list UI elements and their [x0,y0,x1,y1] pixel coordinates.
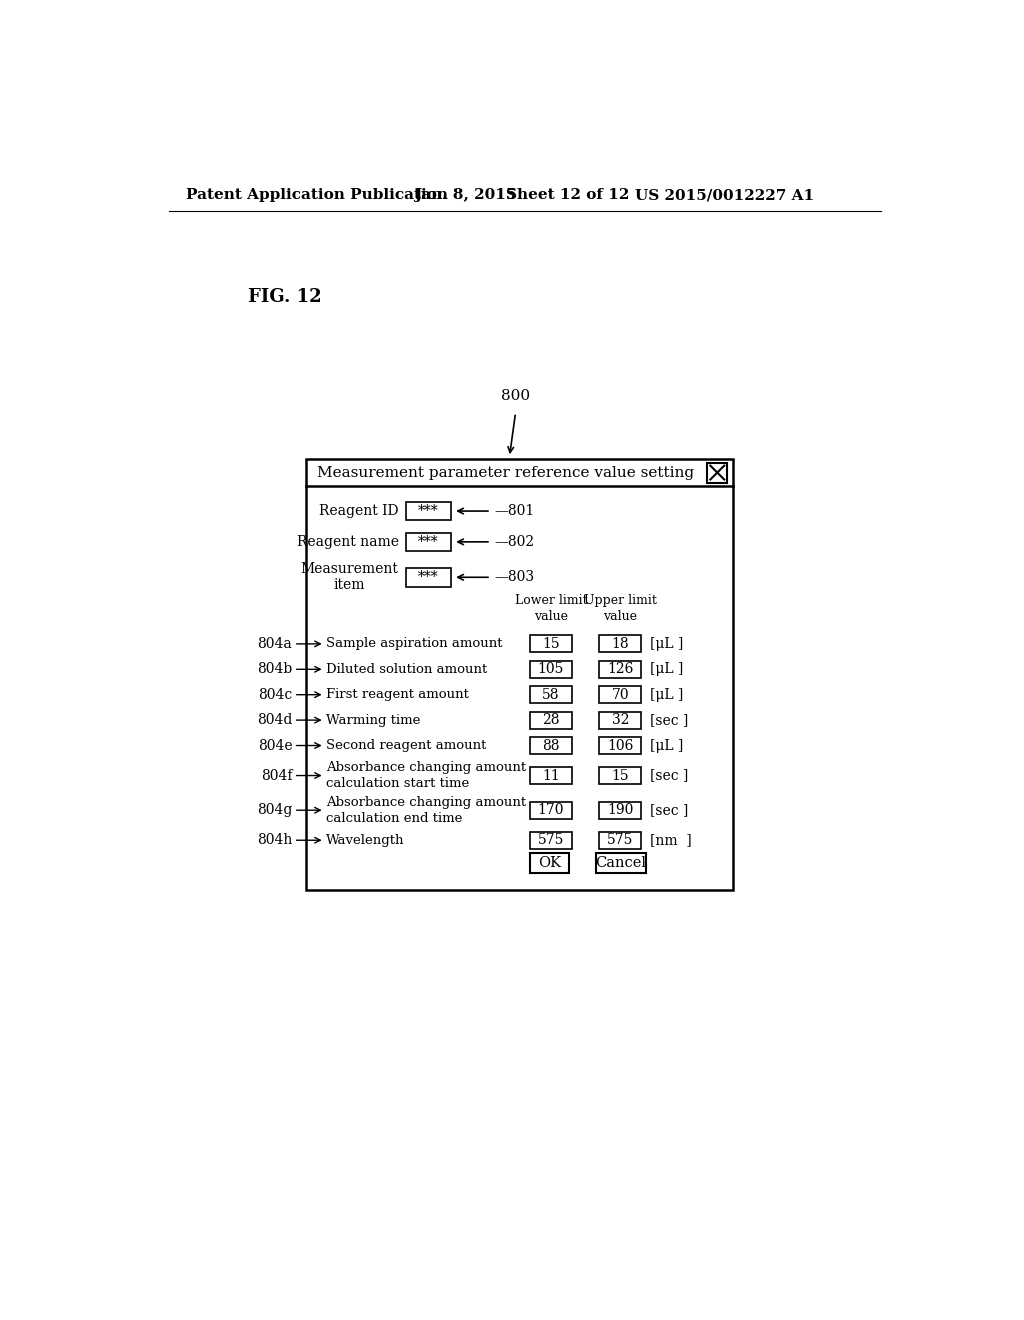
Text: 804e: 804e [258,738,292,752]
FancyBboxPatch shape [530,711,571,729]
Text: 190: 190 [607,803,634,817]
FancyBboxPatch shape [599,686,641,704]
Text: —803: —803 [494,570,535,585]
FancyBboxPatch shape [530,767,571,784]
Text: [μL ]: [μL ] [650,738,684,752]
Text: —802: —802 [494,535,535,549]
Text: [nm  ]: [nm ] [650,833,692,847]
Text: Reagent ID: Reagent ID [319,504,398,517]
Text: —801: —801 [494,504,535,517]
FancyBboxPatch shape [530,635,571,652]
Text: [sec ]: [sec ] [650,713,689,727]
FancyBboxPatch shape [599,711,641,729]
Text: 15: 15 [611,768,629,783]
FancyBboxPatch shape [407,502,451,520]
Text: 800: 800 [501,389,530,404]
Text: 18: 18 [611,636,629,651]
Text: 804f: 804f [261,768,292,783]
FancyBboxPatch shape [530,853,568,873]
Text: [sec ]: [sec ] [650,803,689,817]
FancyBboxPatch shape [599,767,641,784]
Text: Absorbance changing amount
calculation end time: Absorbance changing amount calculation e… [326,796,526,825]
Text: Measurement
item: Measurement item [301,562,398,593]
Text: 126: 126 [607,663,634,676]
FancyBboxPatch shape [530,737,571,754]
Text: 804g: 804g [257,803,292,817]
Text: ***: *** [418,504,439,517]
FancyBboxPatch shape [599,635,641,652]
Text: Diluted solution amount: Diluted solution amount [326,663,487,676]
Text: Cancel: Cancel [596,855,646,870]
FancyBboxPatch shape [407,568,451,586]
FancyBboxPatch shape [530,801,571,818]
Text: 32: 32 [611,713,629,727]
FancyBboxPatch shape [306,459,733,890]
Text: First reagent amount: First reagent amount [326,688,469,701]
Text: [μL ]: [μL ] [650,688,684,702]
Text: Sample aspiration amount: Sample aspiration amount [326,638,503,651]
Text: 804b: 804b [257,663,292,676]
Text: 575: 575 [607,833,634,847]
Text: Warming time: Warming time [326,714,421,726]
Text: 804a: 804a [257,636,292,651]
Text: 58: 58 [543,688,560,702]
FancyBboxPatch shape [599,801,641,818]
Text: Sheet 12 of 12: Sheet 12 of 12 [506,189,630,202]
Text: Jan. 8, 2015: Jan. 8, 2015 [414,189,516,202]
Text: [sec ]: [sec ] [650,768,689,783]
Text: ***: *** [418,535,439,549]
Text: Lower limit
value: Lower limit value [515,594,588,623]
Text: Measurement parameter reference value setting: Measurement parameter reference value se… [317,466,694,479]
Text: 804d: 804d [257,713,292,727]
Text: US 2015/0012227 A1: US 2015/0012227 A1 [635,189,814,202]
Text: 28: 28 [543,713,560,727]
FancyBboxPatch shape [599,832,641,849]
Text: 11: 11 [542,768,560,783]
Text: FIG. 12: FIG. 12 [248,288,322,306]
FancyBboxPatch shape [599,737,641,754]
Text: 88: 88 [543,738,560,752]
Text: Second reagent amount: Second reagent amount [326,739,486,752]
Text: 106: 106 [607,738,634,752]
Text: 70: 70 [611,688,629,702]
Text: Reagent name: Reagent name [297,535,398,549]
FancyBboxPatch shape [599,661,641,677]
Text: Wavelength: Wavelength [326,834,404,846]
Text: OK: OK [538,855,561,870]
Text: [μL ]: [μL ] [650,636,684,651]
FancyBboxPatch shape [708,462,727,483]
Text: [μL ]: [μL ] [650,663,684,676]
FancyBboxPatch shape [596,853,646,873]
Text: 105: 105 [538,663,564,676]
Text: 804h: 804h [257,833,292,847]
Text: Patent Application Publication: Patent Application Publication [186,189,449,202]
Text: 170: 170 [538,803,564,817]
FancyBboxPatch shape [530,686,571,704]
Text: 575: 575 [538,833,564,847]
FancyBboxPatch shape [407,533,451,552]
Text: ***: *** [418,570,439,585]
Text: 15: 15 [542,636,560,651]
Text: 804c: 804c [258,688,292,702]
Text: Absorbance changing amount
calculation start time: Absorbance changing amount calculation s… [326,762,526,791]
FancyBboxPatch shape [530,661,571,677]
Text: Upper limit
value: Upper limit value [584,594,656,623]
FancyBboxPatch shape [530,832,571,849]
